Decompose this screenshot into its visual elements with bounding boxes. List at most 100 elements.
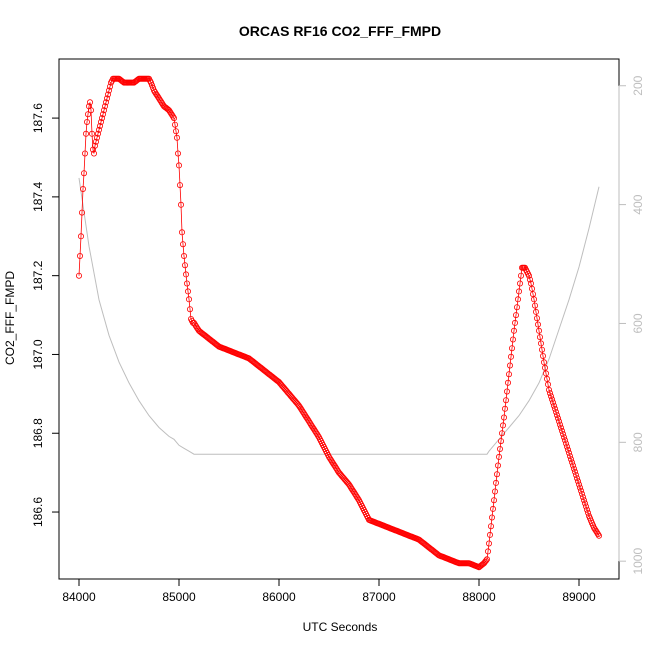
data-point <box>82 150 89 157</box>
data-point <box>531 296 538 303</box>
data-point <box>168 111 175 118</box>
data-point <box>78 233 85 240</box>
data-point <box>191 321 198 328</box>
data-point <box>353 494 360 501</box>
data-point <box>325 453 332 460</box>
data-point <box>579 490 586 497</box>
data-point <box>539 346 546 353</box>
data-point <box>151 89 158 96</box>
x-tick-label: 88000 <box>462 590 496 604</box>
data-point <box>91 150 98 157</box>
data-point <box>574 475 581 482</box>
data-point <box>496 445 503 452</box>
data-point <box>558 424 565 431</box>
y2-tick-label: 800 <box>631 432 645 452</box>
data-point <box>483 556 490 563</box>
data-point <box>155 95 162 102</box>
data-point <box>154 93 161 100</box>
y-tick-label: 187.2 <box>31 260 45 290</box>
data-point <box>172 128 179 135</box>
data-point <box>488 514 495 521</box>
data-point <box>173 134 180 141</box>
data-point <box>576 481 583 488</box>
data-point <box>556 418 563 425</box>
data-point <box>94 134 101 141</box>
data-point <box>101 107 108 114</box>
data-point <box>516 288 523 295</box>
data-point <box>184 288 191 295</box>
y2-tick-label: 1000 <box>631 548 645 575</box>
data-point <box>527 276 534 283</box>
data-point <box>106 87 113 94</box>
data-point <box>557 421 564 428</box>
data-point <box>175 162 182 169</box>
data-point <box>158 100 165 107</box>
data-point <box>185 296 192 303</box>
data-point <box>561 434 568 441</box>
primary-series-points <box>76 75 603 571</box>
data-point <box>566 449 573 456</box>
data-point <box>508 345 515 352</box>
data-point <box>301 412 308 419</box>
data-point <box>585 509 592 516</box>
data-point <box>326 455 333 462</box>
data-point <box>515 296 522 303</box>
data-point <box>314 432 321 439</box>
data-point <box>274 378 281 385</box>
data-point <box>171 121 178 128</box>
data-point <box>546 386 553 393</box>
y-axis-label: CO2_FFF_FMPD <box>3 271 17 365</box>
data-point <box>506 362 513 369</box>
data-point <box>332 464 339 471</box>
data-point <box>575 478 582 485</box>
data-point <box>569 459 576 466</box>
x-tick-label: 86000 <box>262 590 296 604</box>
y-tick-label: 187.4 <box>31 182 45 212</box>
y2-axis: 200 400 600 800 1000 <box>618 75 645 575</box>
data-point <box>100 111 107 118</box>
data-point <box>83 130 90 137</box>
data-point <box>307 421 314 428</box>
data-point <box>303 415 310 422</box>
data-point <box>298 407 305 414</box>
data-point <box>549 396 556 403</box>
data-point <box>537 334 544 341</box>
data-point <box>97 123 104 130</box>
data-point <box>327 456 334 463</box>
data-point <box>540 352 547 359</box>
data-point <box>548 393 555 400</box>
data-point <box>87 99 94 106</box>
data-point <box>182 271 189 278</box>
data-point <box>492 479 499 486</box>
data-point <box>302 413 309 420</box>
y-tick-label: 187.6 <box>31 103 45 133</box>
data-point <box>169 113 176 120</box>
y2-tick-label: 600 <box>631 313 645 333</box>
data-point <box>345 481 352 488</box>
data-point <box>500 414 507 421</box>
data-point <box>176 182 183 189</box>
x-tick-label: 84000 <box>62 590 96 604</box>
data-point <box>183 280 190 287</box>
data-point <box>349 487 356 494</box>
data-point <box>512 319 519 326</box>
data-point <box>583 503 590 510</box>
data-point <box>167 110 174 117</box>
data-point <box>88 107 95 114</box>
data-point <box>535 321 542 328</box>
data-point <box>479 561 486 568</box>
data-point <box>543 370 550 377</box>
data-point <box>499 422 506 429</box>
data-point <box>526 272 533 279</box>
y2-tick-label: 200 <box>631 75 645 95</box>
x-tick-label: 87000 <box>362 590 396 604</box>
data-point <box>181 262 188 269</box>
data-point <box>310 426 317 433</box>
data-point <box>309 424 316 431</box>
data-point <box>568 456 575 463</box>
data-point <box>494 462 501 469</box>
data-point <box>157 98 164 105</box>
x-tick-label: 89000 <box>562 590 596 604</box>
data-point <box>567 453 574 460</box>
data-point <box>299 408 306 415</box>
